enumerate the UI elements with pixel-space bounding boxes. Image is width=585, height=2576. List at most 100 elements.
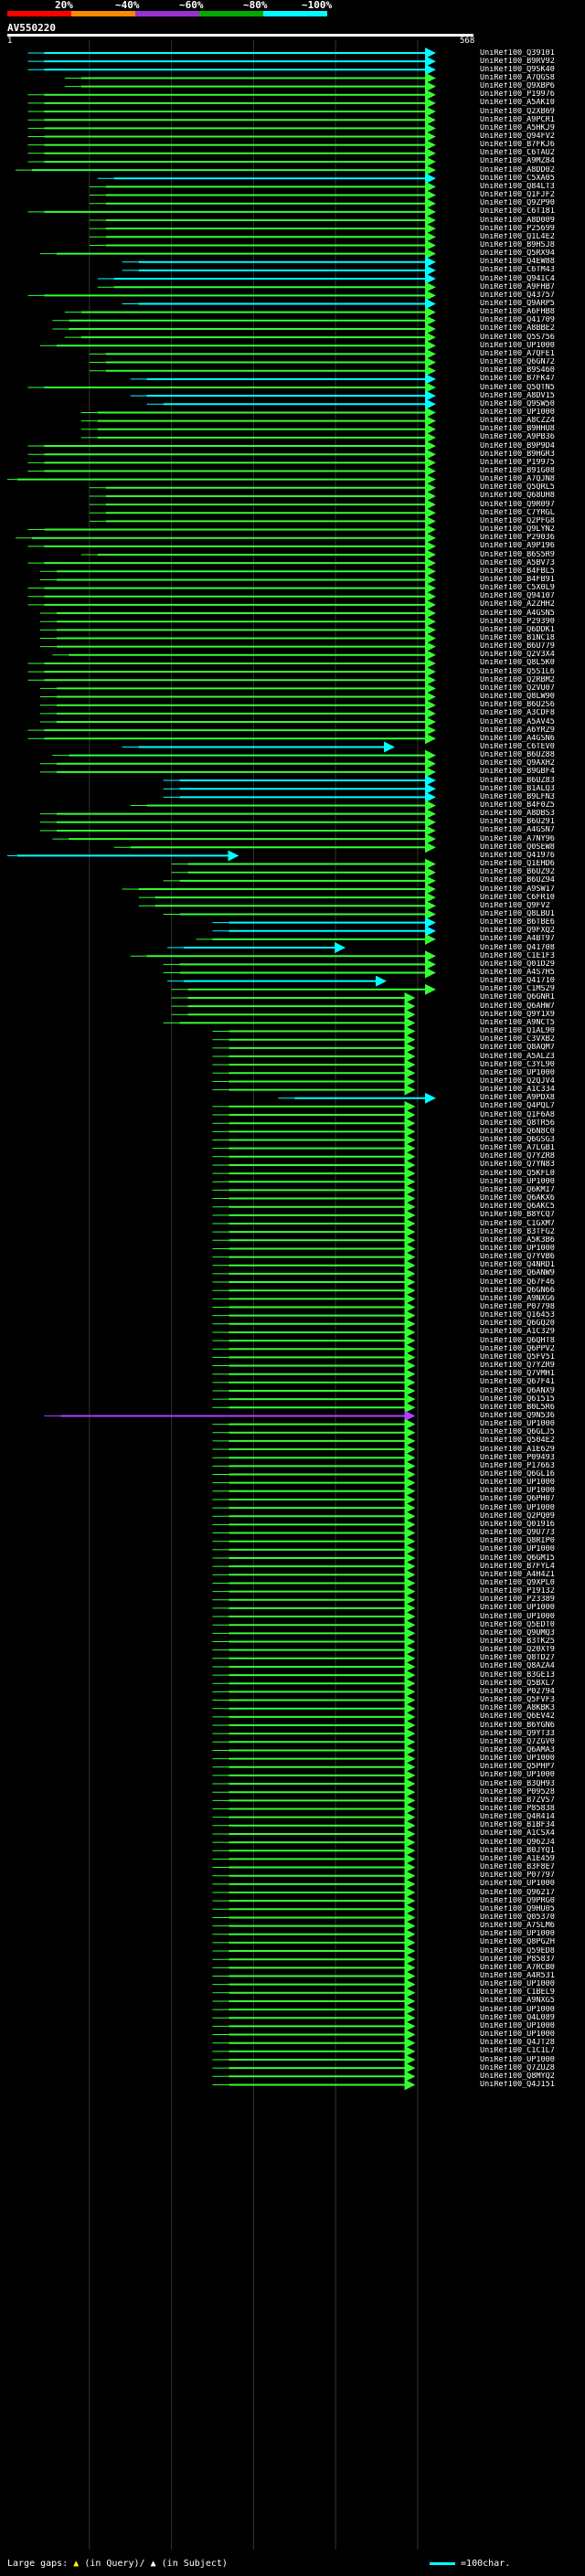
hit-label[interactable]: UniRef100_B6U2S6 bbox=[480, 701, 555, 710]
hit-label[interactable]: UniRef100_A4S7H5 bbox=[480, 969, 555, 977]
hit-label[interactable]: UniRef100_Q16453 bbox=[480, 1311, 555, 1320]
hit-label[interactable]: UniRef100_Q9AXH2 bbox=[480, 759, 555, 769]
hit-label[interactable]: UniRef100_B9HSJ8 bbox=[480, 240, 555, 249]
hit-label[interactable]: UniRef100_Q1F6A8 bbox=[480, 1110, 555, 1119]
hit-label[interactable]: UniRef100_Q8MYQ2 bbox=[480, 2072, 555, 2081]
hit-label[interactable]: UniRef100_C6TM43 bbox=[480, 266, 555, 275]
hit-label[interactable]: UniRef100_B4FB91 bbox=[480, 575, 555, 584]
hit-label[interactable]: UniRef100_B0L5R6 bbox=[480, 1403, 555, 1412]
hit-label[interactable]: UniRef100_UP1000 bbox=[480, 1980, 555, 1989]
hit-label[interactable]: UniRef100_UP1000 bbox=[480, 1880, 555, 1889]
hit-label[interactable]: UniRef100_A5ALZ3 bbox=[480, 1052, 555, 1061]
hit-label[interactable]: UniRef100_A1C329 bbox=[480, 1328, 555, 1337]
hit-label[interactable]: UniRef100_Q6GN66 bbox=[480, 1286, 555, 1295]
hit-label[interactable]: UniRef100_Q9ARP5 bbox=[480, 300, 555, 308]
hit-label[interactable]: UniRef100_Q9ZP90 bbox=[480, 199, 555, 208]
hit-label[interactable]: UniRef100_Q4NRD1 bbox=[480, 1261, 555, 1270]
hit-label[interactable]: UniRef100_A2ZHH2 bbox=[480, 600, 555, 610]
hit-label[interactable]: UniRef100_UP1000 bbox=[480, 1612, 555, 1621]
hit-label[interactable]: UniRef100_Q4J151 bbox=[480, 2080, 555, 2089]
hit-label[interactable]: UniRef100_Q6AKC5 bbox=[480, 1203, 555, 1212]
hit-label[interactable]: UniRef100_Q01D29 bbox=[480, 959, 555, 969]
hit-label[interactable]: UniRef100_Q2RBM2 bbox=[480, 675, 555, 684]
hit-label[interactable]: UniRef100_Q5PHP7 bbox=[480, 1763, 555, 1772]
hit-label[interactable]: UniRef100_Q6ANW9 bbox=[480, 1269, 555, 1278]
hit-label[interactable]: UniRef100_B9P9D4 bbox=[480, 441, 555, 451]
hit-label[interactable]: UniRef100_B7FK47 bbox=[480, 375, 555, 384]
hit-label[interactable]: UniRef100_Q9N536 bbox=[480, 1411, 555, 1420]
hit-label[interactable]: UniRef100_Q9PRG0 bbox=[480, 1896, 555, 1905]
hit-label[interactable]: UniRef100_P09493 bbox=[480, 1453, 555, 1462]
hit-label[interactable]: UniRef100_Q9HU05 bbox=[480, 1904, 555, 1913]
hit-label[interactable]: UniRef100_Q8AQM7 bbox=[480, 1044, 555, 1053]
hit-label[interactable]: UniRef100_Q2V3X4 bbox=[480, 651, 555, 660]
hit-label[interactable]: UniRef100_A8BBE2 bbox=[480, 324, 555, 334]
hit-label[interactable]: UniRef100_A8KBK3 bbox=[480, 1704, 555, 1713]
hit-label[interactable]: UniRef100_P85837 bbox=[480, 1955, 555, 1964]
hit-label[interactable]: UniRef100_B3F8E7 bbox=[480, 1863, 555, 1872]
hit-label[interactable]: UniRef100_P19975 bbox=[480, 458, 555, 467]
hit-label[interactable]: UniRef100_B9LFN3 bbox=[480, 792, 555, 801]
hit-label[interactable]: UniRef100_A7SLM6 bbox=[480, 1922, 555, 1931]
hit-label[interactable]: UniRef100_B9HGR3 bbox=[480, 450, 555, 459]
hit-label[interactable]: UniRef100_B4F0Z5 bbox=[480, 801, 555, 810]
hit-label[interactable]: UniRef100_Q8L5K0 bbox=[480, 659, 555, 668]
hit-label[interactable]: UniRef100_A9PB36 bbox=[480, 433, 555, 442]
hit-label[interactable]: UniRef100_A9NXG6 bbox=[480, 1294, 555, 1303]
hit-label[interactable]: UniRef100_Q8RIP0 bbox=[480, 1537, 555, 1546]
hit-label[interactable]: UniRef100_UP1000 bbox=[480, 1177, 555, 1186]
hit-label[interactable]: UniRef100_Q6QHT8 bbox=[480, 1336, 555, 1345]
hit-label[interactable]: UniRef100_B0JYQ1 bbox=[480, 1846, 555, 1855]
hit-label[interactable]: UniRef100_Q1L4E2 bbox=[480, 232, 555, 241]
hit-label[interactable]: UniRef100_Q4L089 bbox=[480, 2013, 555, 2022]
hit-label[interactable]: UniRef100_Q67F41 bbox=[480, 1378, 555, 1387]
hit-label[interactable]: UniRef100_B1NC18 bbox=[480, 634, 555, 642]
hit-label[interactable]: UniRef100_Q5EDT0 bbox=[480, 1620, 555, 1629]
hit-label[interactable]: UniRef100_Q9FV2 bbox=[480, 901, 550, 910]
hit-label[interactable]: UniRef100_C3YL90 bbox=[480, 1060, 555, 1069]
hit-label[interactable]: UniRef100_A8DD02 bbox=[480, 165, 555, 175]
hit-label[interactable]: UniRef100_A3CDF8 bbox=[480, 709, 555, 718]
hit-label[interactable]: UniRef100_Q5QRL5 bbox=[480, 483, 555, 493]
hit-label[interactable]: UniRef100_Q9U773 bbox=[480, 1529, 555, 1538]
hit-label[interactable]: UniRef100_Q9R097 bbox=[480, 500, 555, 509]
hit-label[interactable]: UniRef100_A6YRZ9 bbox=[480, 726, 555, 735]
hit-label[interactable]: UniRef100_B4FBL5 bbox=[480, 567, 555, 576]
hit-label[interactable]: UniRef100_Q1FJF2 bbox=[480, 191, 555, 200]
hit-label[interactable]: UniRef100_A9NCT5 bbox=[480, 1018, 555, 1027]
hit-label[interactable]: UniRef100_C6FR10 bbox=[480, 893, 555, 902]
hit-label[interactable]: UniRef100_Q41708 bbox=[480, 943, 555, 952]
hit-label[interactable]: UniRef100_UP1000 bbox=[480, 1487, 555, 1496]
hit-label[interactable]: UniRef100_A7RCB0 bbox=[480, 1963, 555, 1972]
hit-label[interactable]: UniRef100_A9NXG5 bbox=[480, 1997, 555, 2006]
hit-label[interactable]: UniRef100_A1E629 bbox=[480, 1445, 555, 1454]
hit-label[interactable]: UniRef100_A9FHB7 bbox=[480, 282, 555, 292]
hit-label[interactable]: UniRef100_B6UZ92 bbox=[480, 868, 555, 877]
hit-label[interactable]: UniRef100_Q41976 bbox=[480, 851, 555, 860]
hit-label[interactable]: UniRef100_P07797 bbox=[480, 1871, 555, 1881]
hit-label[interactable]: UniRef100_Q4R414 bbox=[480, 1813, 555, 1822]
hit-label[interactable]: UniRef100_A4GSN7 bbox=[480, 826, 555, 835]
hit-label[interactable]: UniRef100_B6TBE6 bbox=[480, 918, 555, 928]
hit-label[interactable]: UniRef100_Q6AHW7 bbox=[480, 1002, 555, 1011]
hit-label[interactable]: UniRef100_Q9SW50 bbox=[480, 399, 555, 408]
hit-label[interactable]: UniRef100_Q5QTN5 bbox=[480, 383, 555, 392]
hit-label[interactable]: UniRef100_Q8PG2H bbox=[480, 1938, 555, 1947]
hit-label[interactable]: UniRef100_Q41709 bbox=[480, 316, 555, 325]
hit-label[interactable]: UniRef100_Q7ZUZ8 bbox=[480, 2063, 555, 2072]
hit-label[interactable]: UniRef100_Q5FV51 bbox=[480, 1352, 555, 1362]
hit-label[interactable]: UniRef100_B1ALQ3 bbox=[480, 784, 555, 793]
hit-label[interactable]: UniRef100_Q1EHD6 bbox=[480, 860, 555, 869]
hit-label[interactable]: UniRef100_P29036 bbox=[480, 534, 555, 543]
hit-label[interactable]: UniRef100_B1BF34 bbox=[480, 1821, 555, 1830]
hit-label[interactable]: UniRef100_UP1000 bbox=[480, 2055, 555, 2064]
hit-label[interactable]: UniRef100_A4H4Z1 bbox=[480, 1570, 555, 1579]
hit-label[interactable]: UniRef100_Q7YN83 bbox=[480, 1161, 555, 1170]
hit-label[interactable]: UniRef100_P19132 bbox=[480, 1587, 555, 1596]
hit-label[interactable]: UniRef100_Q05370 bbox=[480, 1913, 555, 1922]
hit-label[interactable]: UniRef100_Q9Y1X9 bbox=[480, 1010, 555, 1019]
hit-label[interactable]: UniRef100_A1CSX4 bbox=[480, 1829, 555, 1839]
hit-label[interactable]: UniRef100_Q2PQ09 bbox=[480, 1511, 555, 1521]
hit-label[interactable]: UniRef100_Q7YVB6 bbox=[480, 1253, 555, 1262]
hit-label[interactable]: UniRef100_UP1000 bbox=[480, 1545, 555, 1554]
